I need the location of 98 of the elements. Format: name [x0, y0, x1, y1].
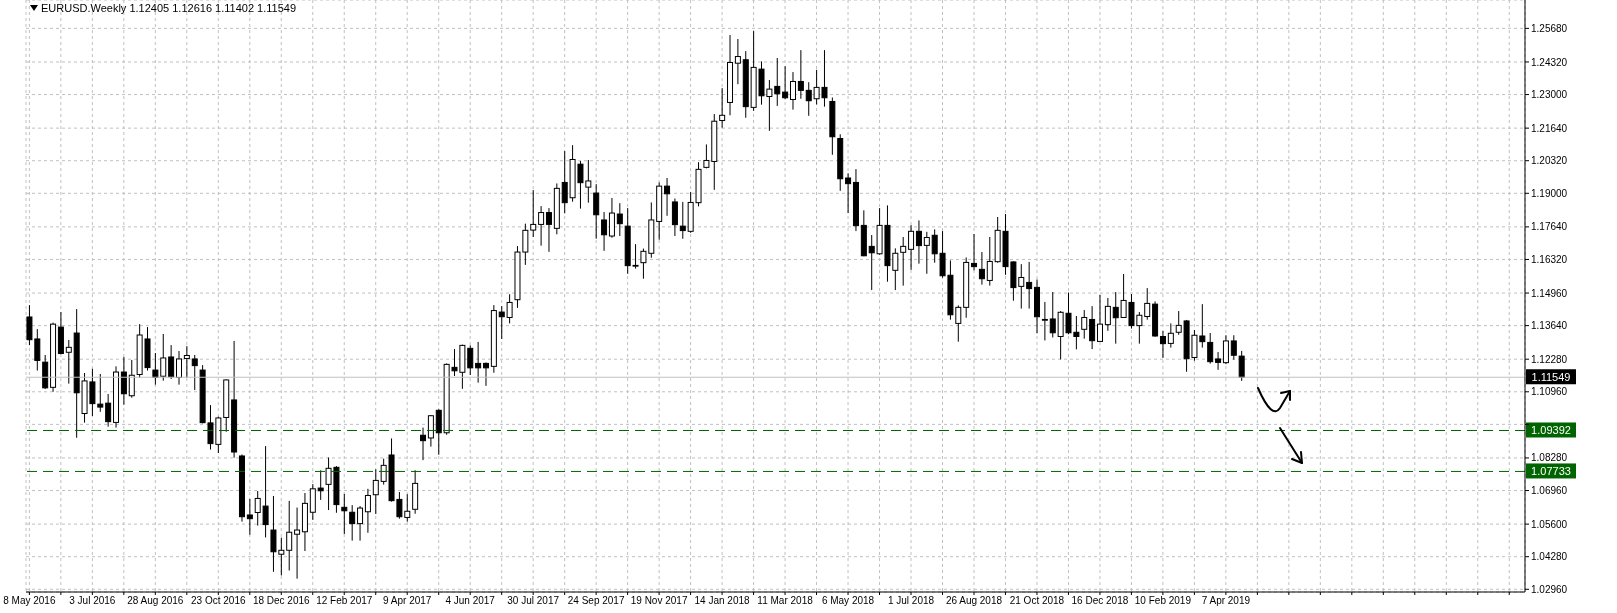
- x-tick-label: 9 Apr 2017: [383, 595, 432, 607]
- candlestick: [1215, 351, 1222, 371]
- candlestick: [1104, 297, 1111, 332]
- ref-line-label: 1.07733: [1531, 465, 1571, 478]
- candlestick: [357, 505, 364, 542]
- candlestick: [608, 197, 615, 239]
- candlestick: [1222, 334, 1229, 365]
- candlestick: [168, 344, 175, 380]
- candlestick: [782, 65, 789, 100]
- candlestick: [1159, 330, 1166, 359]
- candlestick: [191, 354, 198, 391]
- y-tick-label: 1.23000: [1531, 89, 1568, 101]
- candlestick: [900, 236, 907, 287]
- candlestick: [671, 197, 678, 237]
- candlestick: [176, 350, 182, 386]
- candlestick: [1230, 334, 1237, 361]
- candlestick: [286, 500, 293, 572]
- x-tick-label: 21 Oct 2018: [1009, 595, 1065, 607]
- candlestick: [246, 498, 253, 536]
- y-tick-label: 1.05600: [1531, 518, 1568, 530]
- candlestick: [545, 207, 552, 253]
- x-tick-label: 8 May 2016: [3, 595, 56, 607]
- x-tick-label: 16 Dec 2018: [1071, 595, 1129, 607]
- x-tick-label: 23 Oct 2016: [191, 595, 246, 607]
- candlestick: [1081, 309, 1088, 340]
- candlestick: [719, 87, 726, 129]
- candlestick: [1041, 301, 1048, 341]
- y-tick-label: 1.24320: [1531, 56, 1568, 68]
- candlestick: [1167, 322, 1174, 349]
- candlestick: [923, 231, 930, 275]
- y-tick-label: 1.12280: [1531, 353, 1568, 365]
- x-tick-label: 26 Aug 2018: [945, 595, 1003, 607]
- candlestick: [971, 233, 978, 271]
- x-tick-label: 14 Jan 2018: [694, 595, 751, 607]
- y-tick-label: 1.06960: [1531, 485, 1568, 497]
- candlestick: [1096, 294, 1103, 343]
- y-tick-label: 1.14960: [1531, 287, 1568, 299]
- x-tick-label: 24 Sep 2017: [567, 595, 625, 607]
- y-tick-label: 1.08280: [1531, 452, 1568, 464]
- candlestick: [1207, 332, 1214, 365]
- candlestick: [845, 172, 852, 214]
- candlestick: [120, 356, 127, 406]
- x-tick-label: 6 May 2018: [821, 595, 875, 607]
- candlestick: [105, 393, 112, 428]
- candlestick: [128, 359, 135, 399]
- x-tick-label: 10 Feb 2019: [1134, 595, 1192, 607]
- x-tick-label: 28 Aug 2016: [127, 595, 184, 607]
- y-tick-label: 1.17640: [1531, 221, 1568, 233]
- candlestick: [679, 201, 686, 240]
- candlestick: [797, 49, 804, 100]
- candlestick: [372, 468, 379, 515]
- x-tick-label: 1 Jul 2018: [887, 595, 935, 607]
- candlestick: [664, 177, 671, 217]
- y-tick-label: 1.16320: [1531, 254, 1568, 266]
- x-tick-label: 7 Apr 2019: [1201, 595, 1251, 607]
- candlestick: [1089, 305, 1096, 350]
- candlestick: [789, 71, 796, 111]
- y-tick-label: 1.19000: [1531, 187, 1568, 199]
- candlestick: [364, 488, 371, 534]
- y-tick-label: 1.02960: [1531, 583, 1568, 595]
- y-tick-label: 1.10960: [1531, 386, 1568, 398]
- candlestick: [420, 427, 427, 461]
- x-tick-label: 18 Dec 2016: [252, 595, 311, 607]
- x-tick-label: 12 Feb 2017: [316, 595, 373, 607]
- ref-line-label: 1.09392: [1531, 424, 1571, 437]
- y-tick-label: 1.21640: [1531, 122, 1568, 134]
- candlestick: [1026, 261, 1033, 310]
- y-tick-label: 1.20320: [1531, 155, 1568, 167]
- candlestick: [294, 507, 301, 580]
- candlestick: [908, 224, 915, 271]
- x-tick-label: 4 Jun 2017: [445, 595, 496, 607]
- candlestick: [427, 414, 434, 448]
- candlestick: [341, 493, 348, 535]
- candlestick: [538, 205, 545, 247]
- candlestick: [915, 219, 922, 265]
- candlestick: [616, 202, 623, 237]
- x-tick-label: 11 Mar 2018: [757, 595, 814, 607]
- candlestick: [1238, 350, 1245, 382]
- candlestick: [183, 345, 190, 379]
- chart-title: EURUSD.Weekly 1.12405 1.12616 1.11402 1.11549: [41, 2, 297, 14]
- candlestick: [483, 361, 489, 387]
- candlestick: [601, 211, 608, 252]
- ref-line-label: 1.11549: [1531, 371, 1571, 384]
- candlestick: [475, 341, 482, 384]
- candlestick: [734, 38, 741, 85]
- candlestick: [593, 183, 600, 240]
- y-tick-label: 1.13640: [1531, 320, 1568, 332]
- candlestick: [349, 504, 356, 542]
- candlestick: [317, 469, 324, 501]
- candlestick: [986, 236, 993, 287]
- candlestick: [65, 339, 72, 385]
- x-tick-label: 3 Jul 2016: [69, 595, 116, 607]
- y-tick-label: 1.25680: [1531, 22, 1568, 34]
- x-tick-label: 30 Jul 2017: [507, 595, 560, 607]
- candlestick: [978, 251, 985, 286]
- candlestick: [309, 483, 316, 521]
- x-tick-label: 19 Nov 2017: [630, 595, 688, 607]
- y-tick-label: 1.04280: [1531, 551, 1568, 563]
